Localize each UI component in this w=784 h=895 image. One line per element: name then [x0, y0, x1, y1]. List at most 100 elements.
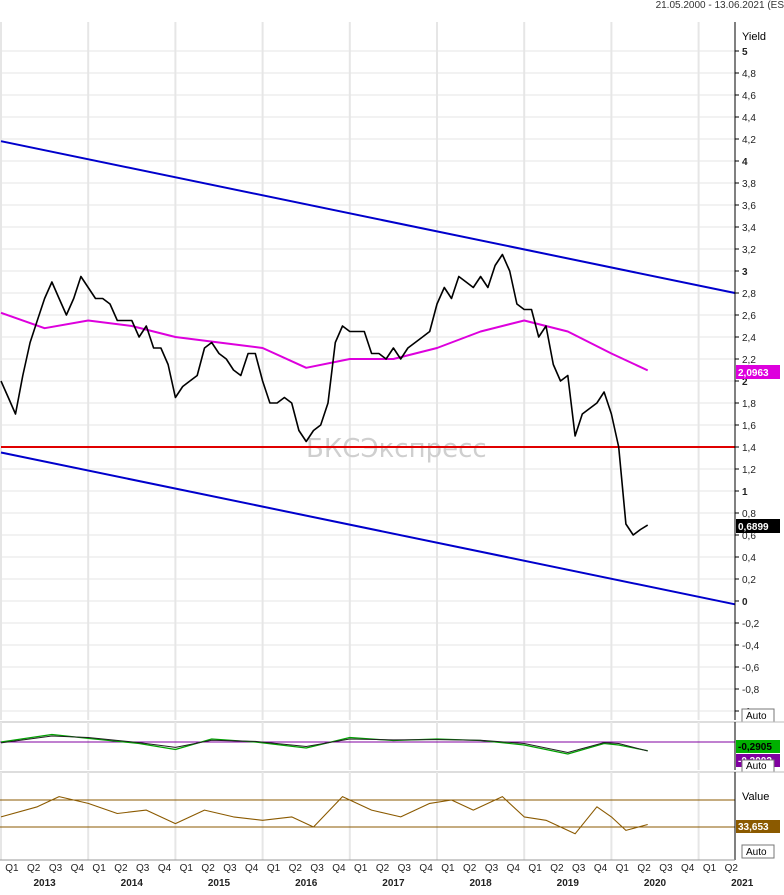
y-tick-label: 2	[742, 377, 748, 388]
x-quarter-label: Q1	[180, 863, 194, 874]
main-auto-button-label: Auto	[746, 711, 767, 722]
x-quarter-label: Q2	[289, 863, 303, 874]
y-tick-label: 2,8	[742, 289, 756, 300]
y-tick-label: 3,2	[742, 245, 756, 256]
x-quarter-label: Q2	[725, 863, 739, 874]
y-tick-label: 5	[742, 47, 748, 58]
x-quarter-label: Q4	[507, 863, 521, 874]
date-range-label: 21.05.2000 - 13.06.2021 (ES	[656, 0, 784, 11]
ma-value-badge: 2,0963	[736, 365, 780, 379]
x-quarter-label: Q2	[27, 863, 41, 874]
y-tick-label: 4,6	[742, 91, 756, 102]
y-tick-label: 1,6	[742, 421, 756, 432]
oscillator-line-green	[0, 733, 648, 755]
x-year-label: 2015	[208, 878, 231, 889]
price-line	[0, 253, 649, 536]
x-quarter-label: Q2	[550, 863, 564, 874]
x-quarter-label: Q3	[572, 863, 586, 874]
main-y-axis-ticks: 5 4,8 4,6 4,4 4,2 4 3,8 3,6 3,4 3,2 3 2,8 2,6 2,4 2,2 2…	[735, 47, 760, 718]
oscillator-auto-button-label: Auto	[746, 761, 767, 772]
rsi-vertical-grid	[0, 772, 700, 860]
x-quarter-label: Q4	[594, 863, 608, 874]
y-tick-label: 3,6	[742, 201, 756, 212]
x-quarter-label: Q4	[158, 863, 172, 874]
x-axis-quarter-labels: Q1 Q2 Q3 Q4 Q1 Q2 Q3 Q4 Q1 Q2 Q3 Q4 Q1 Q2 Q3 Q4 Q1 Q2 Q3 Q4…	[5, 863, 738, 874]
x-quarter-label: Q3	[659, 863, 673, 874]
main-auto-button[interactable]: Auto	[741, 708, 775, 723]
x-quarter-label: Q3	[310, 863, 324, 874]
x-quarter-label: Q3	[136, 863, 150, 874]
y-tick-label: 3,8	[742, 179, 756, 190]
oscillator-value-badge-1-bg	[736, 740, 780, 753]
x-quarter-label: Q1	[354, 863, 368, 874]
x-quarter-label: Q1	[267, 863, 281, 874]
rsi-value-badge-bg	[736, 820, 780, 833]
x-quarter-label: Q3	[485, 863, 499, 874]
x-quarter-label: Q1	[703, 863, 717, 874]
x-year-label: 2018	[469, 878, 492, 889]
x-quarter-label: Q4	[71, 863, 85, 874]
rsi-value-text: 33,653	[738, 822, 769, 833]
rsi-value-badge: 33,653	[736, 820, 780, 833]
y-tick-label: -0,6	[742, 663, 760, 674]
rsi-auto-button-label: Auto	[746, 847, 767, 858]
upper-channel-line	[0, 140, 736, 294]
oscillator-line-dark	[0, 735, 648, 753]
rsi-auto-button-frame	[741, 844, 775, 859]
last-value-badge-bg	[736, 519, 780, 533]
y-tick-label: 4,8	[742, 69, 756, 80]
x-quarter-label: Q3	[398, 863, 412, 874]
y-tick-label: 0	[742, 597, 748, 608]
y-tick-label: 1,4	[742, 443, 756, 454]
rsi-panel: Value 33,653 Auto	[0, 772, 780, 860]
x-quarter-label: Q3	[223, 863, 237, 874]
x-quarter-label: Q2	[114, 863, 128, 874]
y-tick-label: 1,8	[742, 399, 756, 410]
y-tick-label: 1,2	[742, 465, 756, 476]
x-quarter-label: Q4	[681, 863, 695, 874]
oscillator-auto-button[interactable]: Auto	[741, 759, 775, 773]
x-year-label: 2021	[731, 878, 754, 889]
oscillator-series-layer	[0, 733, 648, 755]
ma-value-text: 2,0963	[738, 368, 769, 379]
y-tick-label: 1	[742, 487, 748, 498]
oscillator-value-badge-1: -0,2905	[736, 740, 780, 753]
y-tick-label: -0,4	[742, 641, 760, 652]
y-tick-label: -0,8	[742, 685, 760, 696]
yield-axis-title: Yield	[742, 31, 766, 43]
x-year-label: 2019	[557, 878, 580, 889]
y-tick-label: 0,4	[742, 553, 756, 564]
rsi-line	[0, 796, 648, 835]
x-quarter-label: Q1	[616, 863, 630, 874]
rsi-series-layer	[0, 796, 648, 835]
y-tick-label: 4,2	[742, 135, 756, 146]
oscillator-value-1-text: -0,2905	[738, 742, 772, 753]
main-panel: БКСЭкспресс 5 4,8 4,6 4,4 4,2 4 3,8 3,6 3,4 3,2 3 2…	[0, 22, 780, 723]
x-year-label: 2020	[644, 878, 667, 889]
last-value-badge: 0,6899	[736, 519, 780, 533]
y-tick-label: 2,6	[742, 311, 756, 322]
x-year-label: 2017	[382, 878, 405, 889]
y-tick-label: 2,4	[742, 333, 756, 344]
x-axis: Q1 Q2 Q3 Q4 Q1 Q2 Q3 Q4 Q1 Q2 Q3 Q4 Q1 Q2 Q3 Q4 Q1 Q2 Q3 Q4…	[0, 859, 754, 889]
oscillator-vertical-grid	[0, 722, 700, 770]
x-quarter-label: Q3	[49, 863, 63, 874]
y-tick-label: 3,4	[742, 223, 756, 234]
x-quarter-label: Q1	[5, 863, 19, 874]
last-value-text: 0,6899	[738, 522, 769, 533]
watermark-logo: БКСЭкспресс	[306, 434, 487, 464]
lower-channel-line	[0, 451, 736, 606]
x-quarter-label: Q2	[201, 863, 215, 874]
y-tick-label: 4,4	[742, 113, 756, 124]
main-series-layer	[0, 140, 736, 606]
x-year-label: 2014	[121, 878, 144, 889]
x-quarter-label: Q1	[528, 863, 542, 874]
y-tick-label: 0,8	[742, 509, 756, 520]
x-year-label: 2013	[33, 878, 56, 889]
rsi-auto-button[interactable]: Auto	[741, 844, 775, 859]
x-quarter-label: Q1	[441, 863, 455, 874]
x-quarter-label: Q2	[463, 863, 477, 874]
x-quarter-label: Q2	[637, 863, 651, 874]
rsi-axis-title: Value	[742, 791, 769, 803]
